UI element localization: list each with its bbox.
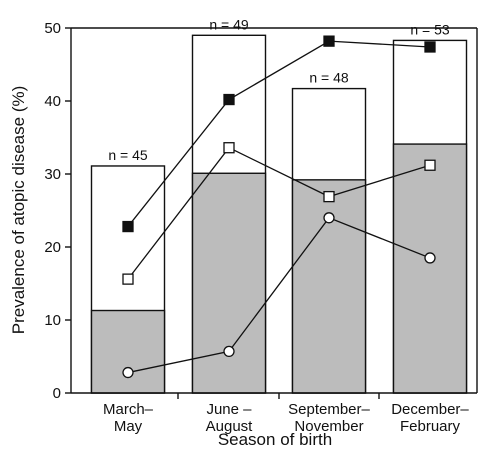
x-tick-label: February — [400, 418, 461, 435]
axes-layer: 0 10 20 30 40 50 — [44, 20, 478, 402]
point-open-square — [122, 273, 134, 285]
x-tick-label: September– — [288, 401, 370, 418]
x-tick-label: March– — [103, 401, 154, 418]
bar-shaded — [90, 309, 166, 394]
x-tick-label: August — [206, 418, 254, 435]
series-line-open-circle — [127, 217, 431, 374]
bars-layer — [90, 34, 468, 394]
point-open-square — [424, 159, 436, 171]
x-axis-title: Season of birth — [218, 430, 332, 449]
y-tick-label: 30 — [44, 166, 61, 183]
point-open-circle — [122, 366, 134, 379]
y-tick-label: 50 — [44, 20, 61, 37]
x-tick-label: May — [114, 418, 143, 435]
point-open-circle — [223, 345, 235, 358]
series-line-filled-square — [127, 40, 431, 227]
labels-layer: n = 45 March–May n = 49 June –August n = 48 S… — [103, 16, 469, 435]
point-open-circle — [323, 212, 335, 224]
x-tick-label: November — [294, 418, 363, 435]
x-tick-label: June – — [206, 401, 252, 418]
point-filled-square — [223, 93, 235, 106]
point-filled-square — [122, 220, 134, 233]
series-line-open-square — [127, 146, 431, 280]
point-open-square — [223, 142, 235, 154]
y-tick-label: 10 — [44, 312, 61, 329]
point-open-square — [323, 190, 335, 203]
n-label: n = 49 — [209, 16, 249, 32]
y-axis-title: Prevalence of atopic disease (%) — [9, 86, 28, 335]
point-open-circle — [424, 252, 436, 264]
n-label: n = 53 — [410, 21, 450, 37]
y-tick-label: 40 — [44, 93, 61, 110]
lines-layer — [122, 35, 436, 379]
y-tick-label: 20 — [44, 239, 61, 256]
n-label: n = 48 — [309, 70, 349, 86]
point-filled-square — [323, 35, 335, 47]
bar-shaded — [191, 172, 267, 394]
bar-shaded — [392, 143, 468, 394]
n-label: n = 45 — [108, 147, 148, 163]
y-tick-label: 0 — [53, 385, 61, 402]
point-filled-square — [424, 41, 436, 53]
bar-shaded — [291, 179, 367, 394]
x-tick-label: December– — [391, 401, 469, 418]
